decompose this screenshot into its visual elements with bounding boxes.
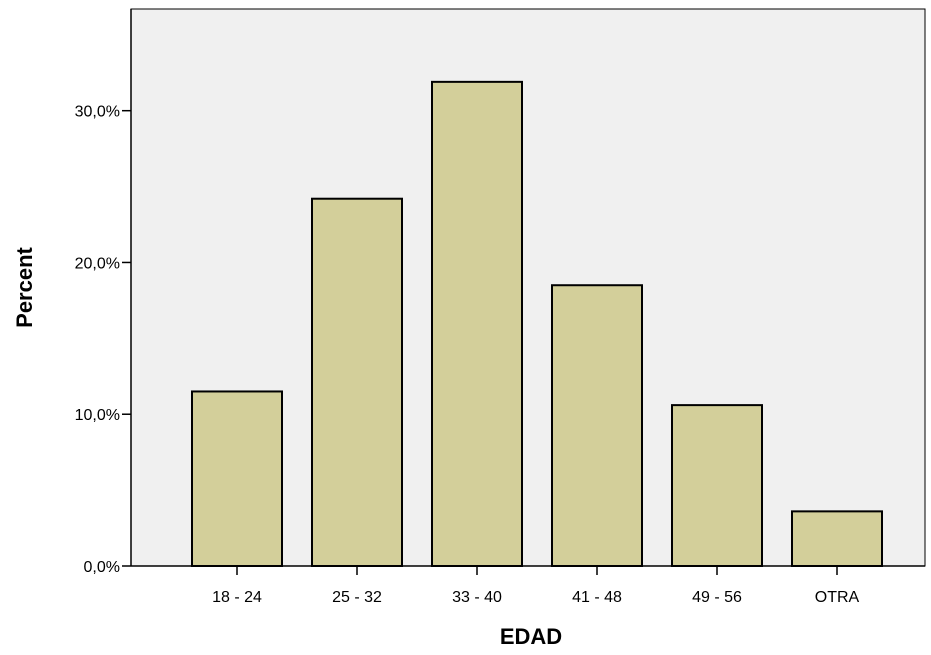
x-axis-title: EDAD bbox=[500, 624, 562, 649]
y-tick-label: 0,0% bbox=[84, 559, 120, 576]
bar-33-40 bbox=[431, 80, 523, 568]
y-tick-label: 30,0% bbox=[75, 104, 120, 121]
bars-group bbox=[191, 80, 883, 568]
x-tick-label: 41 - 48 bbox=[572, 589, 622, 606]
x-tick-label: OTRA bbox=[815, 589, 860, 606]
y-axis: 0,0% 10,0% 20,0% 30,0% bbox=[75, 9, 132, 576]
bar-18-24 bbox=[191, 390, 283, 568]
y-tick-label: 10,0% bbox=[75, 407, 120, 424]
bar-49-56 bbox=[671, 404, 763, 567]
x-tick-label: 25 - 32 bbox=[332, 589, 382, 606]
bar-25-32 bbox=[311, 197, 403, 567]
x-tick-label: 33 - 40 bbox=[452, 589, 502, 606]
x-tick-label: 18 - 24 bbox=[212, 589, 262, 606]
x-axis: 18 - 24 25 - 32 33 - 40 41 - 48 49 - 56 OTRA bbox=[131, 565, 925, 606]
x-tick-label: 49 - 56 bbox=[692, 589, 742, 606]
bar-otra bbox=[791, 510, 883, 567]
y-axis-title: Percent bbox=[12, 246, 37, 327]
y-tick-label: 20,0% bbox=[75, 255, 120, 272]
bar-41-48 bbox=[551, 284, 643, 567]
